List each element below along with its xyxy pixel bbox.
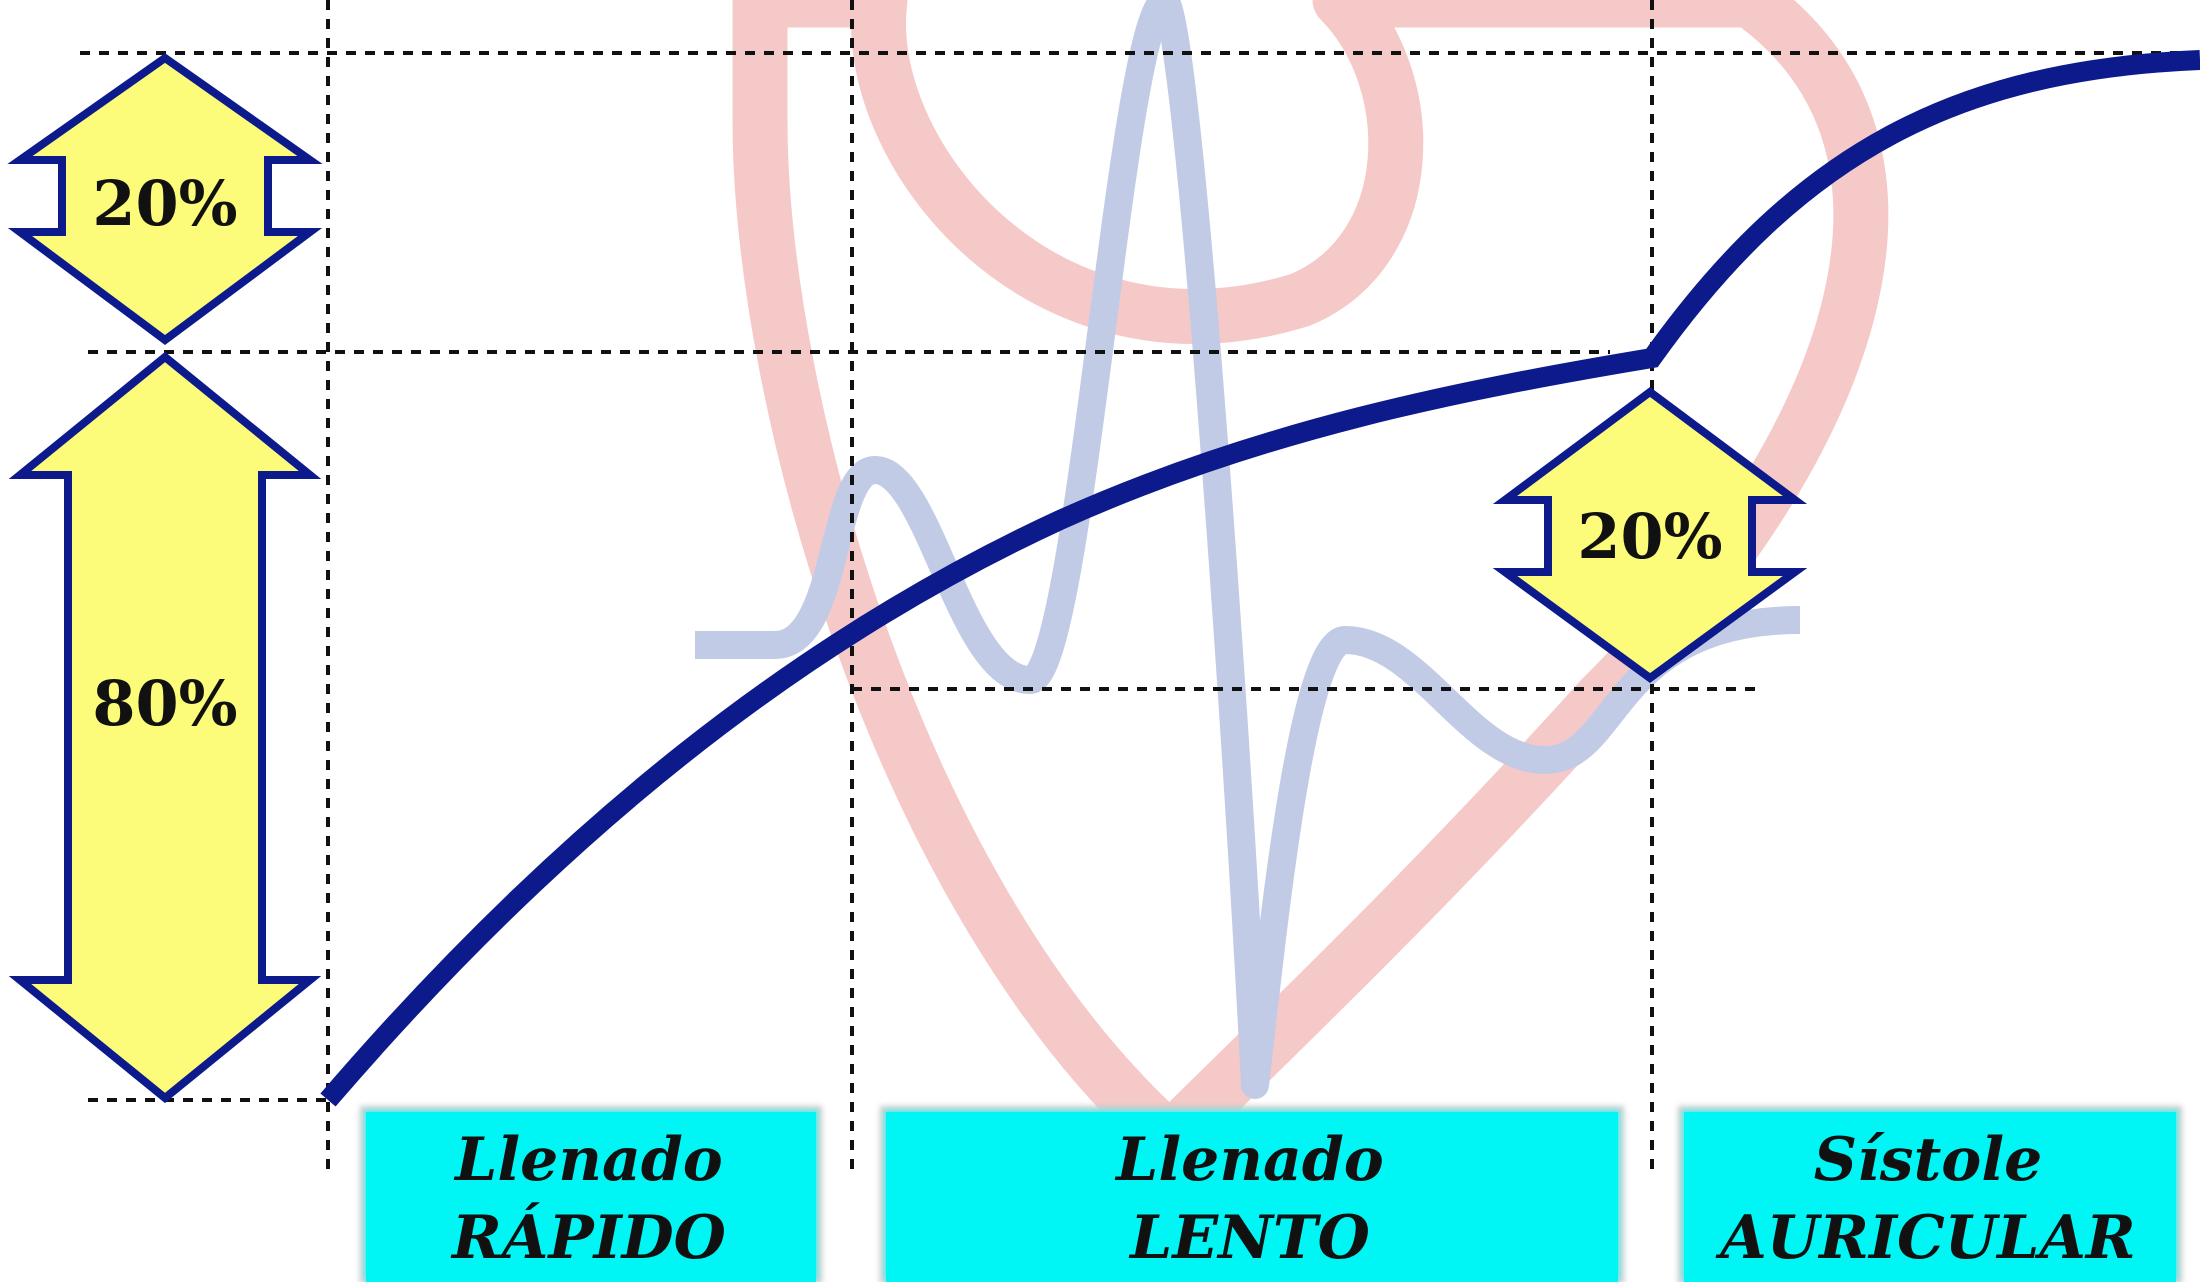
phase-slow-line2: LENTO bbox=[1128, 1203, 1370, 1273]
atrial-percentage-label: 20% bbox=[1577, 500, 1722, 573]
guide-lines bbox=[80, 0, 2200, 1175]
top-percentage-label: 20% bbox=[92, 167, 237, 240]
phase-atrial-line2: AURICULAR bbox=[1715, 1203, 2136, 1273]
top-percentage-arrow: 20% bbox=[7, 53, 323, 345]
bottom-percentage-label: 80% bbox=[92, 667, 237, 740]
atrial-percentage-arrow: 20% bbox=[1492, 387, 1808, 683]
bottom-percentage-arrow: 80% bbox=[8, 351, 322, 1104]
watermark-ecg-icon bbox=[695, 0, 1801, 1099]
watermark-heart-icon bbox=[732, 0, 1889, 1168]
filling-volume-curve bbox=[320, 50, 2200, 1107]
phase-box-atrial: Sístole AURICULAR bbox=[1678, 1106, 2182, 1284]
phase-box-slow: Llenado LENTO bbox=[880, 1106, 1624, 1284]
phase-rapid-line2: RÁPIDO bbox=[450, 1202, 726, 1273]
heart-ecg-logo-icon bbox=[695, 0, 1889, 1168]
phase-rapid-line1: Llenado bbox=[453, 1125, 723, 1195]
phase-box-rapid: Llenado RÁPIDO bbox=[360, 1106, 822, 1284]
phase-slow-line1: Llenado bbox=[1114, 1125, 1384, 1195]
phase-atrial-line1: Sístole bbox=[1814, 1125, 2043, 1195]
